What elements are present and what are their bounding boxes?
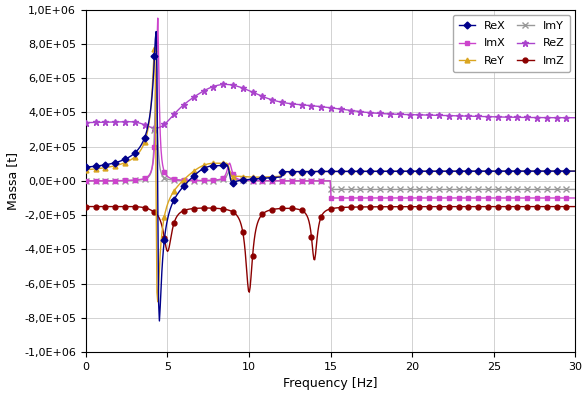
ReZ xyxy=(82,120,89,125)
ImZ xyxy=(372,204,379,209)
Legend: ReX, ImX, ReY, ImY, ReZ, ImZ: ReX, ImX, ReY, ImY, ReZ, ImZ xyxy=(453,15,570,72)
ReY xyxy=(82,168,89,172)
ReX xyxy=(411,169,418,173)
ImY xyxy=(452,187,459,192)
ReZ xyxy=(209,84,216,89)
ReY xyxy=(210,161,217,166)
Line: ImY: ImY xyxy=(83,72,578,192)
ReZ xyxy=(152,126,159,131)
Line: ReZ: ReZ xyxy=(82,81,579,131)
ReZ xyxy=(453,113,460,118)
X-axis label: Frequency [Hz]: Frequency [Hz] xyxy=(283,377,378,390)
ReY xyxy=(372,169,379,174)
ReZ xyxy=(222,82,229,87)
ReY xyxy=(453,169,460,173)
Line: ImZ: ImZ xyxy=(83,204,578,295)
ReY xyxy=(171,188,178,193)
ImX xyxy=(209,178,216,183)
ImY xyxy=(572,187,579,192)
ImZ xyxy=(246,290,253,295)
ImY xyxy=(410,187,417,192)
ImZ xyxy=(452,204,459,209)
ReX xyxy=(453,169,460,173)
ImY xyxy=(170,178,177,183)
ImZ xyxy=(305,216,312,221)
ImZ xyxy=(208,206,215,211)
ReX xyxy=(171,197,178,202)
ReX xyxy=(372,169,379,174)
Line: ImX: ImX xyxy=(83,16,578,200)
ReZ xyxy=(572,115,579,120)
ImX xyxy=(305,179,312,183)
ReZ xyxy=(372,111,379,116)
ReY xyxy=(411,169,418,173)
ReY xyxy=(572,169,579,173)
ImX xyxy=(82,179,89,183)
ImZ xyxy=(410,204,417,209)
ReY xyxy=(305,169,312,174)
ImY xyxy=(305,179,312,183)
ReZ xyxy=(411,112,418,117)
ImX xyxy=(170,177,177,181)
ImX xyxy=(452,196,459,200)
ImY xyxy=(209,178,216,183)
Line: ReY: ReY xyxy=(83,46,578,304)
ReZ xyxy=(170,113,177,118)
ReY xyxy=(154,299,161,304)
ImY xyxy=(82,179,89,183)
ReX xyxy=(156,318,163,323)
ImZ xyxy=(82,204,89,209)
ReX xyxy=(210,164,217,168)
ImX xyxy=(372,196,379,200)
ReY xyxy=(151,46,158,51)
Line: ReX: ReX xyxy=(83,29,578,324)
ImX xyxy=(410,196,417,200)
ImZ xyxy=(169,227,176,231)
Y-axis label: Massa [t]: Massa [t] xyxy=(5,152,19,210)
ReX xyxy=(153,29,160,34)
ReX xyxy=(82,165,89,169)
ReX xyxy=(572,169,579,173)
ReX xyxy=(305,169,312,174)
ImX xyxy=(572,196,579,200)
ImX xyxy=(154,16,161,21)
ImY xyxy=(372,187,379,192)
ImZ xyxy=(572,204,579,209)
ReZ xyxy=(305,103,312,108)
ImY xyxy=(153,72,160,77)
